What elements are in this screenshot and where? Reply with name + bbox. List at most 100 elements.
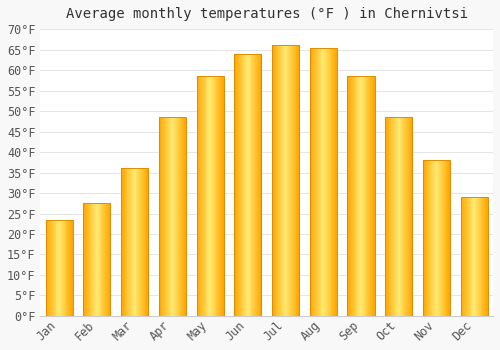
Bar <box>159 117 160 316</box>
Bar <box>63 220 64 316</box>
Bar <box>351 76 352 316</box>
Bar <box>209 76 210 316</box>
Bar <box>175 117 176 316</box>
Bar <box>258 54 260 316</box>
Bar <box>276 46 278 316</box>
Bar <box>430 160 432 316</box>
Bar <box>480 197 481 316</box>
Bar <box>245 54 246 316</box>
Bar <box>258 54 259 316</box>
Bar <box>71 220 72 316</box>
Bar <box>260 54 261 316</box>
Bar <box>446 160 448 316</box>
Bar <box>98 203 99 316</box>
Bar <box>280 46 281 316</box>
Bar <box>102 203 104 316</box>
Bar <box>240 54 242 316</box>
Bar <box>276 46 277 316</box>
Bar <box>200 76 202 316</box>
Bar <box>407 117 408 316</box>
Bar <box>485 197 486 316</box>
Bar <box>160 117 162 316</box>
Bar <box>60 220 62 316</box>
Bar <box>476 197 478 316</box>
Bar <box>462 197 463 316</box>
Bar <box>433 160 434 316</box>
Bar <box>364 76 366 316</box>
Bar <box>129 168 130 316</box>
Bar <box>126 168 127 316</box>
Bar <box>286 46 288 316</box>
Bar <box>94 203 96 316</box>
Bar <box>446 160 447 316</box>
Bar <box>470 197 472 316</box>
Bar <box>363 76 364 316</box>
Bar <box>121 168 148 316</box>
Bar <box>373 76 374 316</box>
Bar <box>248 54 249 316</box>
Bar <box>387 117 388 316</box>
Bar <box>278 46 280 316</box>
Bar <box>123 168 124 316</box>
Bar <box>410 117 411 316</box>
Bar <box>51 220 52 316</box>
Bar <box>220 76 222 316</box>
Bar <box>443 160 444 316</box>
Bar <box>358 76 360 316</box>
Bar <box>470 197 471 316</box>
Bar <box>238 54 239 316</box>
Bar <box>385 117 386 316</box>
Bar <box>423 160 450 316</box>
Bar <box>467 197 468 316</box>
Bar <box>196 76 224 316</box>
Bar <box>352 76 353 316</box>
Bar <box>431 160 432 316</box>
Bar <box>162 117 163 316</box>
Bar <box>448 160 450 316</box>
Bar <box>237 54 238 316</box>
Bar <box>86 203 88 316</box>
Bar <box>348 76 350 316</box>
Bar <box>174 117 176 316</box>
Bar <box>408 117 410 316</box>
Bar <box>274 46 276 316</box>
Bar <box>221 76 222 316</box>
Bar <box>296 46 297 316</box>
Bar <box>315 48 316 316</box>
Bar <box>279 46 280 316</box>
Bar <box>56 220 57 316</box>
Bar <box>107 203 108 316</box>
Bar <box>434 160 435 316</box>
Bar <box>239 54 240 316</box>
Bar <box>288 46 290 316</box>
Bar <box>385 117 412 316</box>
Bar <box>316 48 318 316</box>
Bar <box>371 76 372 316</box>
Bar <box>432 160 433 316</box>
Bar <box>359 76 360 316</box>
Bar <box>170 117 172 316</box>
Bar <box>426 160 427 316</box>
Bar <box>327 48 328 316</box>
Bar <box>426 160 428 316</box>
Bar <box>142 168 143 316</box>
Bar <box>159 117 186 316</box>
Bar <box>310 48 337 316</box>
Bar <box>180 117 181 316</box>
Bar <box>392 117 394 316</box>
Bar <box>183 117 184 316</box>
Bar <box>68 220 70 316</box>
Bar <box>178 117 179 316</box>
Bar <box>88 203 90 316</box>
Bar <box>282 46 283 316</box>
Bar <box>464 197 466 316</box>
Bar <box>325 48 326 316</box>
Bar <box>423 160 424 316</box>
Bar <box>366 76 368 316</box>
Bar <box>144 168 146 316</box>
Bar <box>312 48 313 316</box>
Bar <box>180 117 182 316</box>
Bar <box>136 168 137 316</box>
Bar <box>424 160 426 316</box>
Bar <box>349 76 350 316</box>
